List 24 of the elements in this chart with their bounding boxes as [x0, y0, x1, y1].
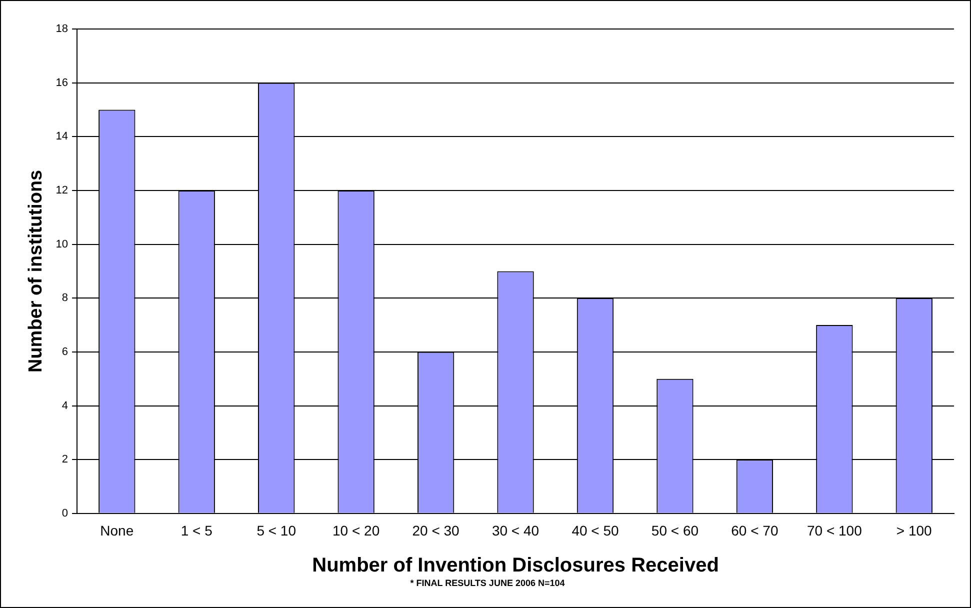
y-tick-label: 10	[56, 238, 68, 250]
x-tick-label: 1 < 5	[180, 522, 213, 539]
y-tick-label: 6	[62, 346, 68, 358]
y-tick-label: 16	[56, 76, 68, 89]
x-tick-label: 10 < 20	[332, 522, 380, 539]
x-tick-label: 60 < 70	[731, 522, 778, 539]
y-tick-label: 2	[62, 454, 68, 466]
x-tick-label: None	[100, 522, 134, 539]
x-tick-label: 40 < 50	[572, 522, 619, 539]
x-tick-label: 30 < 40	[492, 522, 540, 539]
x-tick-label: 50 < 60	[651, 522, 699, 539]
x-axis-title: Number of Invention Disclosures Received	[312, 554, 719, 577]
text: * FINAL RESULTS JUNE 2006 N=104	[410, 578, 565, 588]
y-tick-label: 14	[56, 130, 68, 143]
x-tick-label: > 100	[896, 522, 932, 539]
x-tick-label: 20 < 30	[412, 522, 460, 539]
x-tick-label: 70 < 100	[806, 522, 862, 539]
y-tick-label: 4	[62, 400, 68, 412]
y-tick-label: 12	[56, 184, 68, 196]
x-tick-label: 5 < 10	[256, 522, 296, 539]
y-tick-label: 8	[62, 292, 68, 304]
y-axis-title: Number of institutions	[26, 170, 47, 373]
y-tick-label: 0	[62, 507, 68, 520]
y-tick-label: 18	[56, 23, 68, 36]
